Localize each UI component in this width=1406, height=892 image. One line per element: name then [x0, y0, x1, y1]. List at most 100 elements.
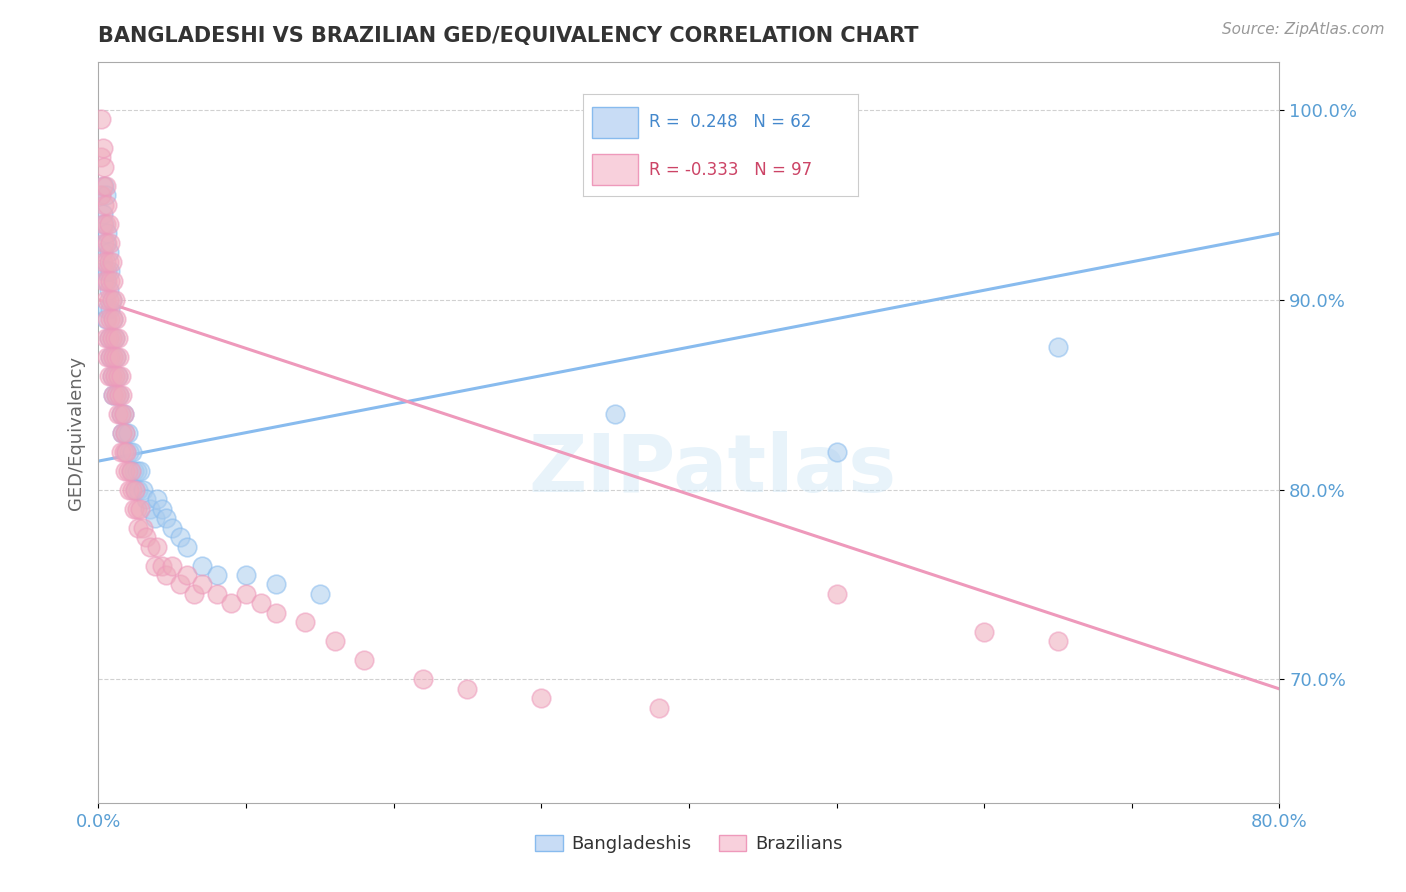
Point: [115, 444, 138, 458]
Point: [112, 407, 135, 421]
Point: [103, 387, 125, 401]
Point: [108, 350, 131, 364]
Point: [183, 587, 205, 601]
Point: [235, 587, 257, 601]
Point: [107, 407, 129, 421]
Point: [530, 691, 553, 706]
Point: [105, 387, 128, 401]
Point: [1046, 340, 1070, 354]
Point: [96, 274, 118, 288]
Point: [146, 491, 169, 506]
Point: [169, 530, 191, 544]
Point: [111, 425, 134, 440]
Point: [205, 587, 228, 601]
Point: [103, 350, 125, 364]
FancyBboxPatch shape: [592, 107, 638, 137]
Point: [139, 540, 162, 554]
Point: [323, 634, 346, 648]
Point: [96, 235, 118, 250]
Point: [114, 425, 136, 440]
Point: [118, 483, 141, 497]
Point: [90, 188, 112, 202]
Point: [120, 464, 142, 478]
Point: [91, 178, 114, 193]
Point: [105, 350, 128, 364]
Point: [294, 615, 316, 630]
Point: [100, 254, 122, 268]
Point: [98, 302, 121, 317]
Point: [115, 444, 138, 458]
Point: [143, 558, 166, 573]
Point: [98, 350, 121, 364]
Point: [100, 293, 122, 307]
Point: [111, 387, 134, 401]
Point: [108, 387, 131, 401]
Point: [103, 274, 125, 288]
Point: [132, 520, 155, 534]
Point: [94, 254, 117, 268]
Point: [93, 160, 115, 174]
Point: [110, 407, 132, 421]
Point: [90, 188, 112, 202]
Point: [91, 254, 114, 268]
Point: [191, 577, 214, 591]
Point: [91, 245, 114, 260]
Point: [97, 217, 120, 231]
Point: [105, 311, 128, 326]
Point: [825, 444, 848, 458]
Point: [825, 587, 848, 601]
Point: [110, 444, 132, 458]
Point: [103, 311, 125, 326]
Point: [96, 302, 118, 317]
Point: [264, 606, 287, 620]
Text: Source: ZipAtlas.com: Source: ZipAtlas.com: [1222, 22, 1385, 37]
Point: [91, 207, 114, 221]
Point: [94, 311, 117, 326]
Point: [124, 483, 146, 497]
Point: [107, 331, 129, 345]
Point: [169, 577, 191, 591]
Point: [93, 264, 115, 278]
Point: [122, 501, 145, 516]
Point: [93, 178, 115, 193]
Text: BANGLADESHI VS BRAZILIAN GED/EQUIVALENCY CORRELATION CHART: BANGLADESHI VS BRAZILIAN GED/EQUIVALENCY…: [98, 26, 920, 45]
Point: [605, 407, 627, 421]
Point: [150, 558, 173, 573]
Point: [235, 568, 257, 582]
Point: [117, 464, 139, 478]
Point: [96, 227, 118, 241]
Point: [100, 331, 122, 345]
Point: [111, 425, 134, 440]
Point: [98, 264, 121, 278]
Point: [97, 331, 120, 345]
Point: [94, 217, 117, 231]
Text: R = -0.333   N = 97: R = -0.333 N = 97: [650, 161, 813, 178]
Point: [112, 407, 135, 421]
Point: [100, 331, 122, 345]
Point: [120, 464, 142, 478]
Point: [122, 464, 145, 478]
Point: [250, 597, 273, 611]
Text: ZIPatlas: ZIPatlas: [529, 431, 897, 508]
Point: [1046, 634, 1070, 648]
Point: [110, 368, 132, 383]
Point: [96, 198, 118, 212]
Point: [103, 350, 125, 364]
Point: [104, 368, 127, 383]
Point: [110, 407, 132, 421]
FancyBboxPatch shape: [592, 154, 638, 185]
Point: [104, 331, 127, 345]
Point: [105, 350, 128, 364]
Point: [100, 293, 122, 307]
Point: [117, 425, 139, 440]
Point: [132, 483, 155, 497]
Point: [146, 540, 169, 554]
Point: [162, 520, 183, 534]
Point: [103, 387, 125, 401]
Point: [98, 311, 121, 326]
Point: [96, 311, 118, 326]
Point: [93, 235, 115, 250]
Point: [97, 293, 120, 307]
Point: [309, 587, 332, 601]
Point: [128, 501, 150, 516]
